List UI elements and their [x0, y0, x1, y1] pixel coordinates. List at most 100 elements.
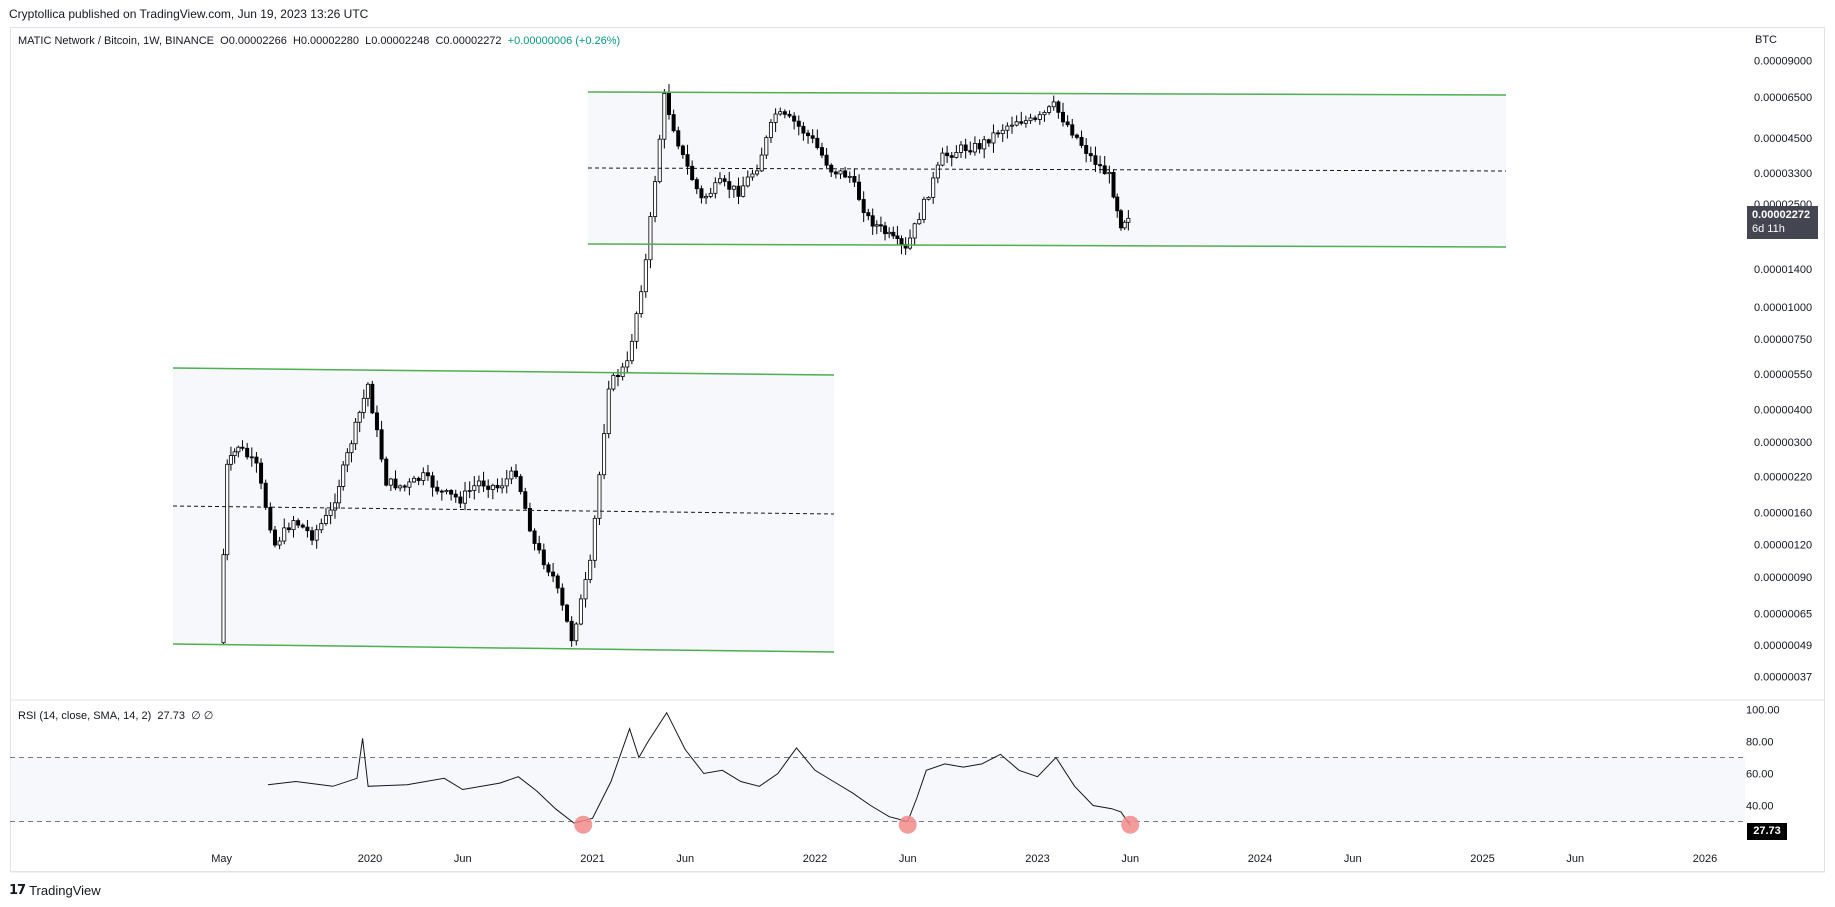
candle-up — [476, 480, 481, 487]
candle-up — [463, 490, 468, 504]
candle-up — [332, 502, 337, 511]
candle-up — [1023, 120, 1028, 124]
candle-up — [874, 224, 879, 227]
candle-up — [574, 623, 579, 642]
candle-down — [453, 493, 458, 498]
price-tick-label: 0.00000400 — [1754, 405, 1812, 417]
candle-down — [680, 145, 685, 156]
candle-down — [694, 179, 699, 190]
candle-down — [986, 139, 991, 144]
candle-down — [690, 165, 695, 181]
candle-up — [412, 477, 417, 483]
candle-down — [1033, 117, 1038, 120]
candle-up — [847, 176, 852, 178]
candle-down — [565, 604, 570, 622]
candle-up — [634, 313, 639, 342]
candle-up — [323, 515, 328, 524]
candle-down — [546, 564, 551, 573]
candle-up — [291, 520, 296, 531]
candle-down — [792, 115, 797, 122]
candle-up — [1051, 101, 1056, 108]
candle-down — [883, 225, 888, 235]
candle-down — [870, 215, 875, 227]
candle-up — [935, 164, 940, 179]
candle-up — [365, 383, 370, 399]
candle-down — [895, 235, 900, 239]
candle-up — [954, 152, 959, 158]
candle-up — [1028, 117, 1033, 122]
candle-down — [891, 231, 896, 237]
candle-down — [481, 480, 486, 487]
candle-up — [509, 470, 514, 480]
candle-up — [225, 463, 230, 556]
candle-up — [221, 554, 226, 644]
price-tick-label: 0.00000550 — [1754, 369, 1812, 381]
candlestick-series — [221, 84, 1131, 647]
candle-down — [551, 571, 556, 577]
candle-up — [444, 490, 449, 493]
separators — [10, 699, 1825, 873]
candle-down — [866, 212, 871, 217]
price-tick-label: 0.00001000 — [1754, 302, 1812, 314]
candle-down — [514, 470, 519, 477]
rsi-title[interactable]: RSI (14, close, SMA, 14, 2) — [18, 710, 152, 722]
candle-down — [963, 144, 968, 151]
candle-down — [300, 524, 305, 528]
candle-down — [393, 478, 398, 489]
candle-down — [569, 620, 574, 642]
price-tick-label: 0.00000090 — [1754, 572, 1812, 584]
symbol-name[interactable]: MATIC Network / Bitcoin, 1W, BINANCE — [18, 35, 215, 47]
candle-down — [1088, 153, 1093, 157]
candle-down — [796, 120, 801, 127]
tradingview-logo[interactable]: 𝟭𝟳 TradingView — [9, 882, 101, 898]
candle-down — [495, 484, 500, 489]
candle-up — [592, 517, 597, 561]
candle-down — [374, 412, 379, 431]
candle-up — [597, 474, 602, 519]
candle-down — [486, 485, 491, 490]
candle-down — [249, 456, 254, 459]
rsi-last-tag: 27.73 — [1747, 823, 1787, 840]
candle-down — [699, 188, 704, 199]
rsi-axis: 100.00 80.00 60.00 40.00 — [1746, 705, 1780, 813]
candle-down — [1093, 155, 1098, 165]
candle-up — [1014, 121, 1019, 126]
candle-up — [319, 523, 324, 531]
candle-down — [555, 575, 560, 589]
candle-down — [861, 199, 866, 214]
candle-down — [833, 171, 838, 175]
candle-up — [653, 181, 658, 217]
candle-down — [736, 185, 741, 197]
candle-up — [982, 139, 987, 150]
candle-down — [1118, 210, 1123, 229]
upper-channel-zone — [588, 92, 1506, 247]
candle-down — [815, 137, 820, 148]
candle-down — [254, 456, 259, 464]
time-tick-label: Jun — [899, 853, 917, 865]
candle-up — [328, 509, 333, 516]
time-tick-label: Jun — [1121, 853, 1139, 865]
candle-up — [361, 397, 366, 413]
candle-up — [750, 173, 755, 178]
candle-up — [708, 192, 713, 197]
rsi-oversold-marker — [1121, 815, 1140, 834]
candle-down — [722, 178, 727, 182]
channel-zones — [173, 92, 1506, 652]
candle-down — [523, 491, 528, 509]
candle-up — [337, 486, 342, 504]
candle-down — [787, 113, 792, 117]
rsi-band-background — [10, 757, 1745, 822]
candle-up — [349, 443, 354, 454]
rsi-panel — [10, 711, 1745, 834]
candle-up — [657, 138, 662, 183]
candle-down — [560, 587, 565, 606]
candle-up — [341, 464, 346, 487]
time-tick-label: 2021 — [580, 853, 604, 865]
candle-down — [1065, 121, 1070, 126]
candle-down — [666, 93, 671, 115]
candle-down — [782, 111, 787, 115]
candle-down — [263, 482, 268, 508]
candle-down — [727, 181, 732, 190]
candle-down — [1115, 196, 1120, 212]
